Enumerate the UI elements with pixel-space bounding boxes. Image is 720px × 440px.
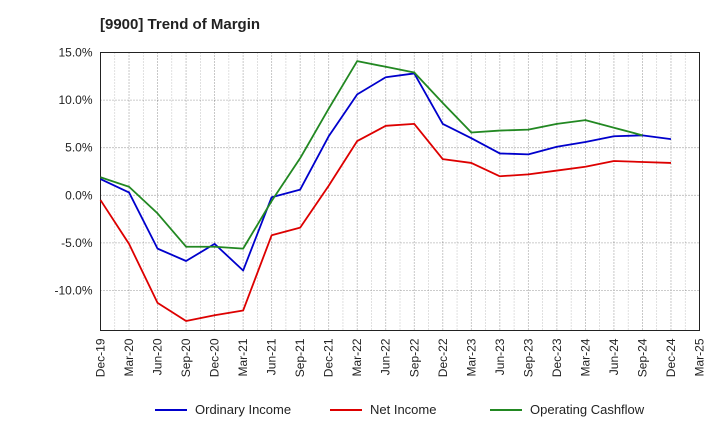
gridlines xyxy=(100,52,700,331)
legend-label: Operating Cashflow xyxy=(530,402,645,417)
legend: Ordinary Income Net Income Operating Cashf… xyxy=(155,402,645,417)
x-tick-label: Jun-24 xyxy=(607,338,621,375)
legend-label: Net Income xyxy=(370,402,436,417)
y-tick-label: -5.0% xyxy=(61,236,93,250)
y-tick-label: -10.0% xyxy=(54,284,92,298)
series-lines xyxy=(99,60,672,322)
y-axis-tick-labels: 15.0% 10.0% 5.0% 0.0% -5.0% -10.0% xyxy=(54,46,92,298)
y-tick-label: 5.0% xyxy=(65,141,93,155)
x-axis-tick-labels: Dec-19 Mar-20 Jun-20 Sep-20 Dec-20 Mar-21 Jun-… xyxy=(94,338,707,377)
x-tick-label: Mar-23 xyxy=(464,338,478,376)
x-tick-label: Sep-21 xyxy=(293,338,307,377)
x-tick-label: Dec-20 xyxy=(208,338,222,377)
series-line-operating-cashflow xyxy=(100,60,643,250)
y-tick-label: 15.0% xyxy=(58,46,92,60)
series-line-ordinary-income xyxy=(100,72,672,272)
x-tick-label: Dec-24 xyxy=(664,338,678,377)
x-tick-label: Jun-21 xyxy=(265,338,279,375)
x-tick-label: Dec-22 xyxy=(436,338,450,377)
series-line-net-income xyxy=(99,123,672,322)
x-tick-label: Jun-22 xyxy=(379,338,393,375)
x-tick-label: Dec-23 xyxy=(550,338,564,377)
x-tick-label: Mar-21 xyxy=(236,338,250,376)
chart-title: [9900] Trend of Margin xyxy=(100,16,260,33)
x-tick-label: Dec-21 xyxy=(322,338,336,377)
x-tick-label: Dec-19 xyxy=(94,338,108,377)
x-tick-label: Mar-25 xyxy=(693,338,707,376)
x-tick-label: Sep-22 xyxy=(407,338,421,377)
x-tick-label: Mar-22 xyxy=(350,338,364,376)
x-tick-label: Sep-23 xyxy=(521,338,535,377)
legend-label: Ordinary Income xyxy=(195,402,291,417)
x-tick-label: Jun-20 xyxy=(151,338,165,375)
plot-area-border xyxy=(100,52,700,331)
x-tick-label: Sep-20 xyxy=(179,338,193,377)
y-tick-label: 0.0% xyxy=(65,188,93,202)
x-tick-label: Sep-24 xyxy=(635,338,649,377)
x-tick-label: Mar-20 xyxy=(122,338,136,376)
x-tick-label: Jun-23 xyxy=(493,338,507,375)
y-tick-label: 10.0% xyxy=(58,93,92,107)
x-tick-label: Mar-24 xyxy=(578,338,592,376)
